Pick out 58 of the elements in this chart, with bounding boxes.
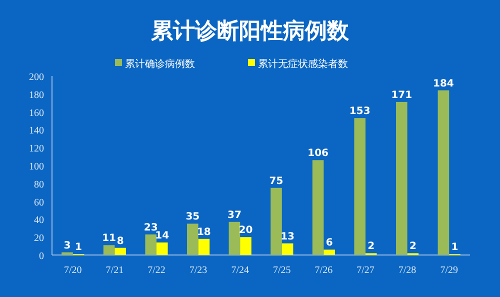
data-label: 1 (75, 242, 82, 254)
y-tick-label: 180 (29, 90, 44, 101)
data-label: 37 (227, 210, 242, 221)
y-tick-label: 120 (29, 144, 44, 155)
bar (228, 222, 240, 255)
bar (270, 188, 282, 255)
data-label: 18 (196, 226, 211, 238)
bar (240, 237, 252, 255)
x-tick-label: 7/27 (356, 265, 374, 276)
bar (282, 243, 294, 255)
y-tick-label: 40 (34, 215, 44, 226)
x-tick-label: 7/24 (231, 265, 249, 276)
x-tick-label: 7/28 (398, 265, 416, 276)
data-label: 3 (64, 240, 71, 252)
bar (62, 252, 73, 255)
data-label: 14 (155, 230, 170, 242)
y-tick-label: 160 (29, 108, 44, 119)
bar (103, 245, 115, 255)
bar (145, 234, 156, 255)
bar (396, 102, 408, 255)
legend-label: 累计无症状感染者数 (258, 58, 348, 70)
data-label: 35 (186, 212, 200, 223)
x-tick-label: 7/23 (189, 265, 208, 276)
bar (156, 242, 168, 255)
y-tick-label: 20 (34, 233, 44, 244)
data-label: 11 (102, 233, 116, 244)
bar (198, 238, 210, 255)
bar (312, 160, 324, 255)
legend-label: 累计确诊病例数 (125, 58, 195, 70)
y-tick-label: 100 (29, 162, 44, 172)
x-tick-label: 7/20 (64, 265, 82, 276)
data-label: 153 (349, 106, 370, 118)
data-label: 13 (280, 231, 295, 242)
chart-title: 累计诊断阳性病例数 (150, 19, 350, 44)
bar (114, 248, 126, 255)
y-tick-label: 140 (29, 126, 44, 137)
data-label: 8 (116, 236, 124, 247)
x-tick-label: 7/29 (440, 265, 458, 276)
x-tick-label: 7/26 (314, 265, 333, 276)
data-label: 171 (391, 90, 412, 101)
data-label: 75 (269, 176, 284, 187)
bar (354, 118, 366, 255)
data-label: 184 (433, 78, 454, 90)
x-tick-label: 7/25 (273, 265, 291, 276)
data-label: 106 (308, 148, 329, 160)
y-tick-label: 0 (39, 251, 44, 262)
data-label: 1 (451, 242, 458, 254)
data-label: 6 (326, 238, 333, 249)
y-tick-label: 200 (29, 72, 44, 83)
y-tick-label: 80 (34, 179, 44, 190)
data-label: 2 (368, 241, 375, 252)
bar (324, 250, 335, 255)
x-tick-label: 7/21 (106, 265, 124, 276)
y-tick-label: 60 (34, 197, 44, 208)
bar (187, 224, 198, 255)
x-tick-label: 7/22 (148, 265, 166, 276)
data-label: 2 (409, 241, 416, 252)
bar (438, 90, 450, 255)
